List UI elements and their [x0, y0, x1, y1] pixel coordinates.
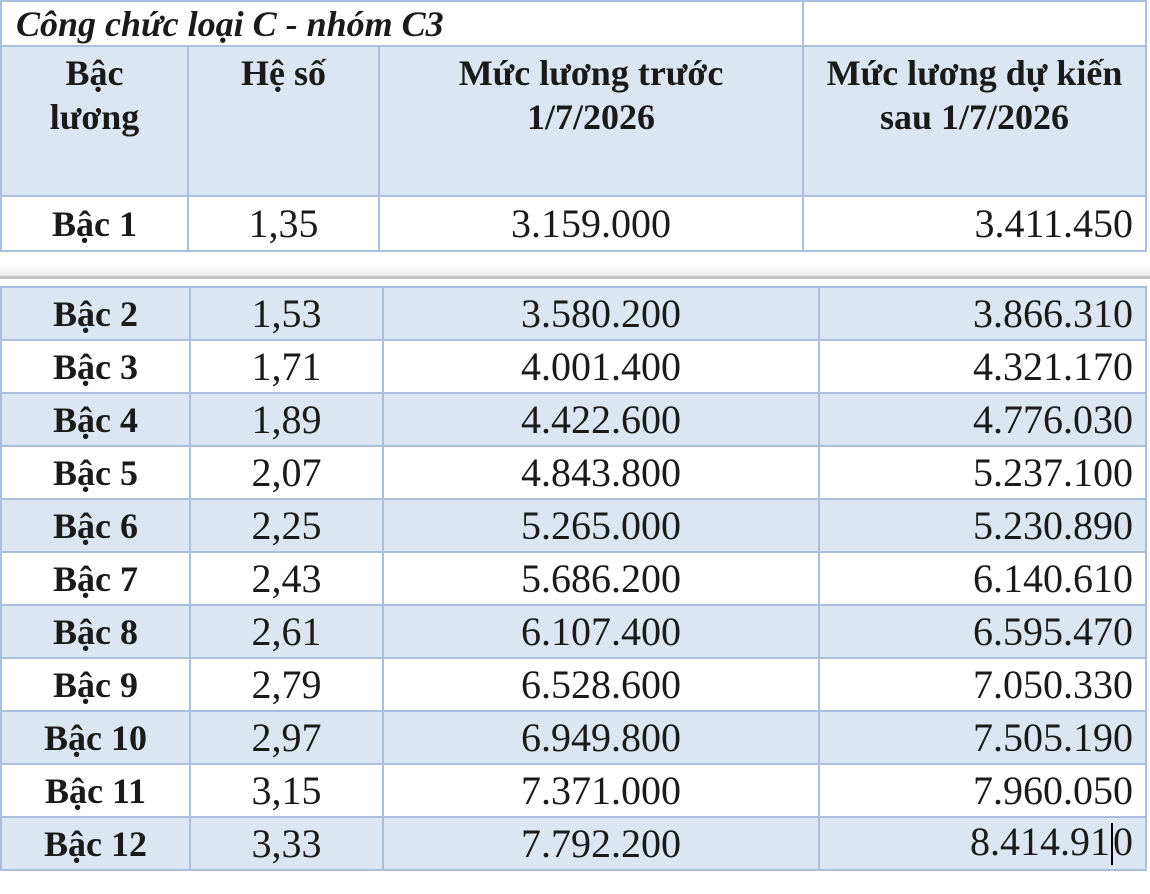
level-cell[interactable]: Bậc 4 [0, 392, 191, 447]
level-cell[interactable]: Bậc 7 [0, 551, 191, 606]
coefficient-cell[interactable]: 3,33 [189, 816, 384, 871]
table-header-row: Bậc lương Hệ số Mức lương trước 1/7/2026… [0, 45, 1148, 197]
table-row: Bậc 8 2,61 6.107.400 6.595.470 [0, 604, 1147, 659]
salary-table-top: Công chức loại C - nhóm C3 Bậc lương Hệ … [0, 0, 1148, 252]
salary-after-cell[interactable]: 7.960.050 [818, 763, 1147, 818]
coefficient-cell[interactable]: 1,53 [189, 286, 384, 341]
salary-before-cell[interactable]: 6.528.600 [382, 657, 820, 712]
level-cell[interactable]: Bậc 9 [0, 657, 191, 712]
salary-after-cell[interactable]: 3.866.310 [818, 286, 1147, 341]
salary-after-cell[interactable]: 6.140.610 [818, 551, 1147, 606]
header-line: 1/7/2026 [527, 96, 656, 137]
header-cell-coefficient[interactable]: Hệ số [187, 45, 380, 197]
text-before-caret: 8.414.91 [970, 819, 1110, 865]
level-cell[interactable]: Bậc 6 [0, 498, 191, 553]
coefficient-cell[interactable]: 2,43 [189, 551, 384, 606]
page-edge-line [0, 276, 1150, 279]
table-title-cell[interactable]: Công chức loại C - nhóm C3 [0, 0, 805, 47]
level-cell[interactable]: Bậc 3 [0, 339, 191, 394]
salary-table-bottom-body: Bậc 2 1,53 3.580.200 3.866.310 Bậc 3 1,71 4.00… [0, 286, 1147, 871]
header-line: Hệ số [241, 53, 326, 93]
table-row: Bậc 1 1,35 3.159.000 3.411.450 [0, 195, 1148, 252]
table-title-empty-cell[interactable] [802, 0, 1148, 47]
header-line: Mức lương trước [458, 53, 724, 93]
table-row: Bậc 12 3,33 7.792.200 8.414.910 [0, 816, 1147, 871]
table-row: Bậc 4 1,89 4.422.600 4.776.030 [0, 392, 1147, 447]
table-row: Bậc 10 2,97 6.949.800 7.505.190 [0, 710, 1147, 765]
salary-before-cell[interactable]: 5.265.000 [382, 498, 820, 553]
level-cell[interactable]: Bậc 11 [0, 763, 191, 818]
salary-before-cell[interactable]: 4.001.400 [382, 339, 820, 394]
salary-table-top-body: Bậc 1 1,35 3.159.000 3.411.450 [0, 195, 1148, 252]
salary-before-cell[interactable]: 3.580.200 [382, 286, 820, 341]
coefficient-cell[interactable]: 1,71 [189, 339, 384, 394]
header-line: Bậc [65, 53, 124, 93]
coefficient-cell[interactable]: 2,97 [189, 710, 384, 765]
header-line: sau 1/7/2026 [879, 96, 1070, 137]
table-row: Bậc 5 2,07 4.843.800 5.237.100 [0, 445, 1147, 500]
salary-after-cell[interactable]: 7.050.330 [818, 657, 1147, 712]
coefficient-cell[interactable]: 2,07 [189, 445, 384, 500]
level-cell[interactable]: Bậc 12 [0, 816, 191, 871]
salary-before-cell[interactable]: 5.686.200 [382, 551, 820, 606]
level-cell[interactable]: Bậc 10 [0, 710, 191, 765]
level-cell[interactable]: Bậc 5 [0, 445, 191, 500]
salary-after-cell[interactable]: 7.505.190 [818, 710, 1147, 765]
salary-before-cell[interactable]: 4.422.600 [382, 392, 820, 447]
coefficient-cell[interactable]: 3,15 [189, 763, 384, 818]
salary-after-cell[interactable]: 6.595.470 [818, 604, 1147, 659]
coefficient-cell[interactable]: 2,25 [189, 498, 384, 553]
table-row: Bậc 2 1,53 3.580.200 3.866.310 [0, 286, 1147, 341]
text-after-caret: 0 [1113, 819, 1133, 865]
salary-before-cell[interactable]: 7.792.200 [382, 816, 820, 871]
level-cell[interactable]: Bậc 1 [0, 195, 189, 252]
table-title-row: Công chức loại C - nhóm C3 [0, 0, 1148, 47]
salary-before-cell[interactable]: 3.159.000 [377, 195, 805, 252]
level-cell[interactable]: Bậc 2 [0, 286, 191, 341]
coefficient-cell[interactable]: 1,89 [189, 392, 384, 447]
salary-table-bottom: Bậc 2 1,53 3.580.200 3.866.310 Bậc 3 1,71 4.00… [0, 286, 1147, 871]
page-break-separator [0, 261, 1150, 286]
header-line: Mức lương dự kiến [826, 53, 1123, 93]
salary-after-cell[interactable]: 5.230.890 [818, 498, 1147, 553]
salary-after-cell[interactable]: 4.321.170 [818, 339, 1147, 394]
salary-before-cell[interactable]: 4.843.800 [382, 445, 820, 500]
table-row: Bậc 11 3,15 7.371.000 7.960.050 [0, 763, 1147, 818]
level-cell[interactable]: Bậc 8 [0, 604, 191, 659]
text-caret [1111, 822, 1113, 865]
header-cell-salary-before[interactable]: Mức lương trước 1/7/2026 [377, 45, 805, 197]
salary-after-cell[interactable]: 3.411.450 [802, 195, 1148, 252]
salary-before-cell[interactable]: 7.371.000 [382, 763, 820, 818]
salary-before-cell[interactable]: 6.107.400 [382, 604, 820, 659]
header-cell-salary-after[interactable]: Mức lương dự kiến sau 1/7/2026 [802, 45, 1148, 197]
salary-after-cell[interactable]: 5.237.100 [818, 445, 1147, 500]
page-edge-gap [0, 279, 1150, 286]
salary-after-cell[interactable]: 8.414.910 [818, 816, 1147, 871]
table-row: Bậc 7 2,43 5.686.200 6.140.610 [0, 551, 1147, 606]
table-row: Bậc 6 2,25 5.265.000 5.230.890 [0, 498, 1147, 553]
coefficient-cell[interactable]: 1,35 [187, 195, 380, 252]
page-edge-shadow [0, 261, 1150, 276]
salary-after-cell[interactable]: 4.776.030 [818, 392, 1147, 447]
coefficient-cell[interactable]: 2,61 [189, 604, 384, 659]
coefficient-cell[interactable]: 2,79 [189, 657, 384, 712]
header-cell-level[interactable]: Bậc lương [0, 45, 189, 197]
salary-before-cell[interactable]: 6.949.800 [382, 710, 820, 765]
table-row: Bậc 3 1,71 4.001.400 4.321.170 [0, 339, 1147, 394]
table-row: Bậc 9 2,79 6.528.600 7.050.330 [0, 657, 1147, 712]
header-line: lương [49, 96, 140, 137]
